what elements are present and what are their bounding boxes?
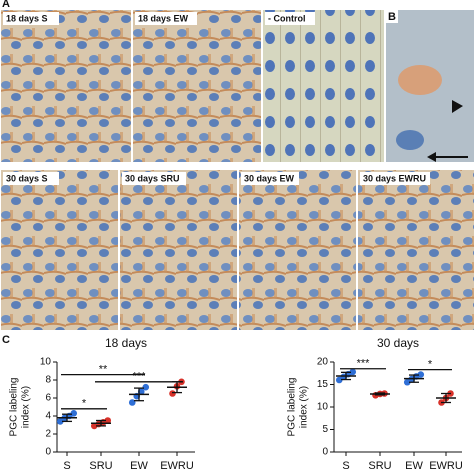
label-box	[265, 12, 315, 25]
x-tick-label: SRU	[368, 460, 391, 472]
y-tick-label: 2	[45, 429, 51, 440]
significance-label: **	[99, 364, 108, 376]
image	[239, 170, 356, 330]
label-box	[3, 12, 59, 25]
figure-letter: A	[2, 0, 10, 10]
panel-label: 30 days S	[6, 173, 48, 183]
y-tick-label: 8	[45, 375, 51, 386]
data-point	[70, 410, 78, 417]
y-tick-label: 4	[45, 411, 51, 422]
significance-label: *	[428, 359, 433, 371]
y-tick-label: 0	[322, 447, 328, 458]
y-axis-label: PGC labeling	[9, 378, 20, 437]
figure-letter: C	[2, 334, 10, 346]
significance-label: *	[82, 398, 87, 410]
micrographs	[1, 10, 474, 330]
panel-label: 30 days SRU	[125, 173, 180, 183]
y-tick-label: 0	[45, 447, 51, 458]
label-box	[360, 172, 430, 185]
y-tick-label: 20	[317, 357, 329, 368]
figure-letter: B	[388, 11, 396, 23]
panel-labels: 18 days S 18 days EW - Control 30 days S…	[2, 0, 430, 346]
y-axis-label: index (%)	[299, 386, 310, 428]
y-tick-label: 10	[40, 357, 52, 368]
x-tick-label: EW	[130, 460, 148, 472]
data-point	[169, 390, 176, 397]
data-point	[142, 383, 150, 391]
significance-label: ***	[133, 371, 147, 383]
panel-label: 18 days EW	[138, 13, 189, 23]
x-tick-label: EW	[405, 460, 423, 472]
x-tick-label: EWRU	[160, 460, 194, 472]
panel-label: 30 days EWRU	[363, 173, 426, 183]
image	[1, 170, 118, 330]
image	[120, 170, 237, 330]
label-box	[3, 172, 59, 185]
data-point	[104, 417, 112, 424]
data-point	[349, 368, 357, 376]
y-tick-label: 10	[317, 402, 329, 413]
data-point	[417, 371, 425, 378]
data-point	[56, 418, 64, 425]
y-tick-label: 15	[317, 379, 329, 390]
image	[263, 10, 384, 162]
y-tick-label: 5	[322, 424, 328, 435]
label-box	[386, 10, 398, 23]
image	[133, 10, 261, 162]
chart-title: 30 days	[377, 336, 419, 350]
x-tick-label: S	[342, 460, 349, 472]
y-axis-label: PGC labeling	[287, 378, 298, 437]
y-axis-label: index (%)	[21, 386, 32, 428]
significance-label: ***	[357, 358, 371, 370]
x-tick-label: EWRU	[429, 460, 463, 472]
label-box	[135, 12, 197, 25]
label-box	[122, 172, 186, 185]
arrow	[427, 152, 436, 162]
image-detail	[398, 65, 442, 95]
data-point	[128, 399, 136, 406]
panel-label: 30 days EW	[244, 173, 295, 183]
x-tick-label: S	[63, 460, 70, 472]
panel-label: 18 days S	[6, 13, 48, 23]
image-detail	[396, 130, 424, 150]
y-tick-label: 6	[45, 393, 51, 404]
x-tick-label: SRU	[89, 460, 112, 472]
image	[358, 170, 474, 330]
label-box	[241, 172, 299, 185]
panel-label: - Control	[268, 13, 306, 23]
chart-title: 18 days	[105, 336, 147, 350]
arrowhead	[452, 100, 463, 113]
image	[1, 10, 131, 162]
